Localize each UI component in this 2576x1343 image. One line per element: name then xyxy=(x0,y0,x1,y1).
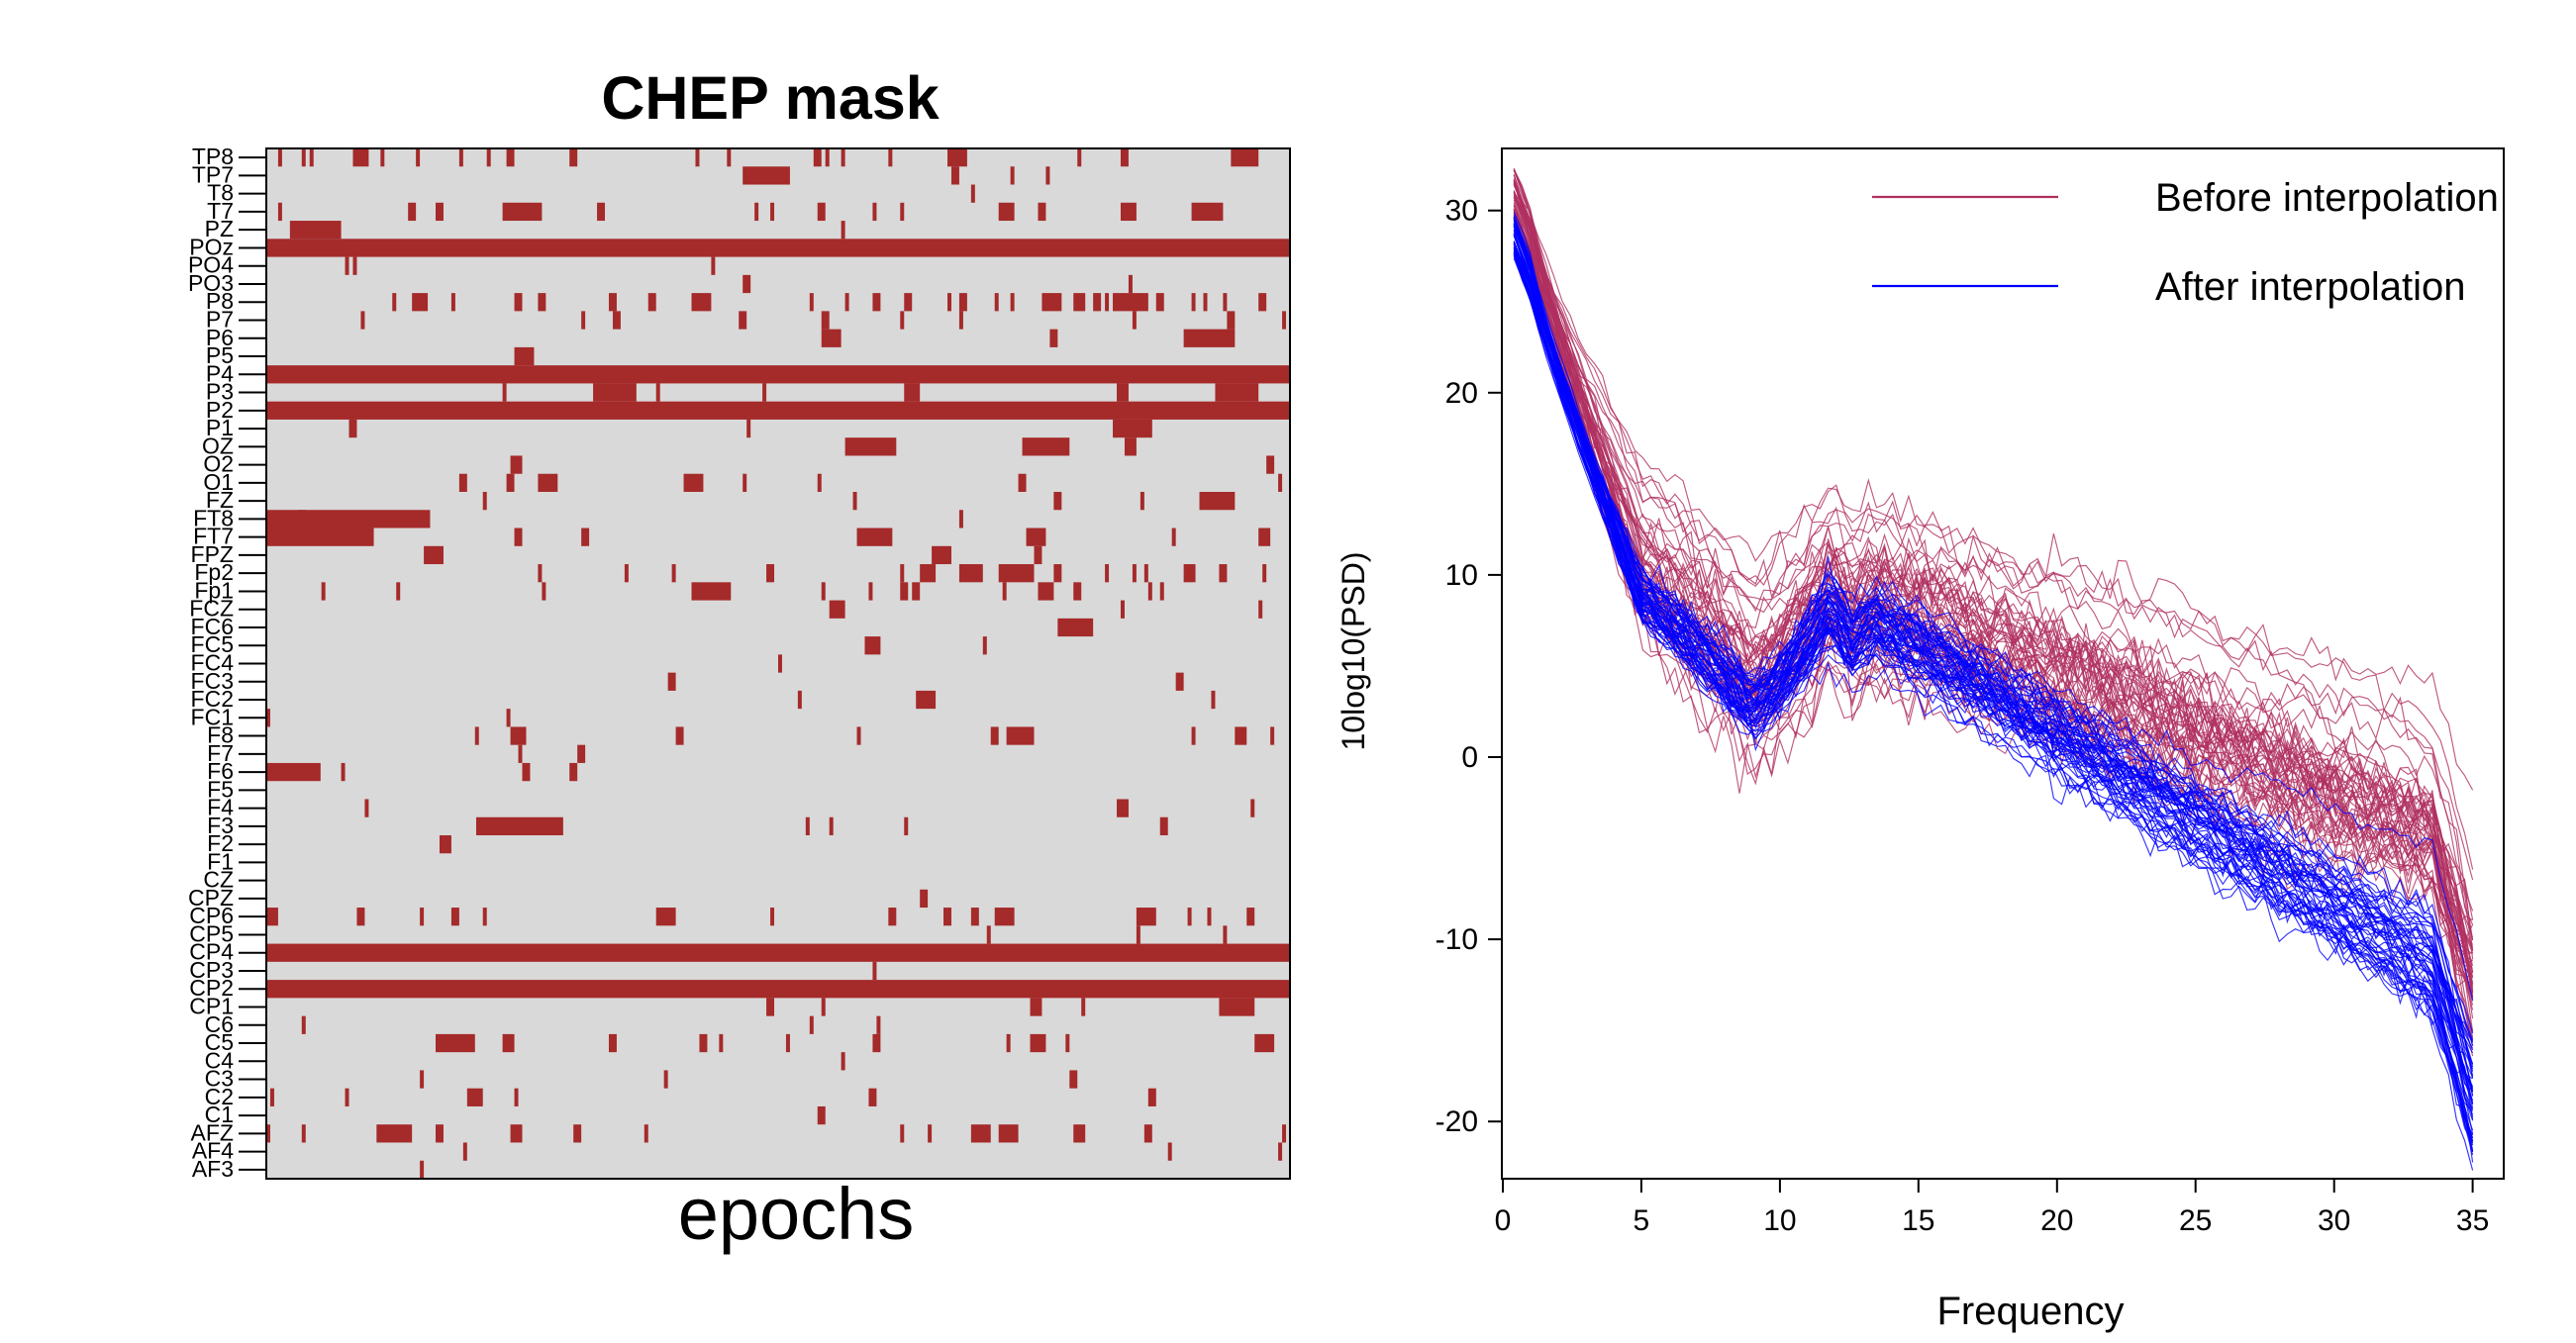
svg-text:10: 10 xyxy=(1445,559,1478,592)
svg-text:-20: -20 xyxy=(1436,1105,1478,1138)
svg-text:20: 20 xyxy=(1445,377,1478,410)
svg-text:15: 15 xyxy=(1902,1204,1934,1237)
svg-text:CHEP mask: CHEP mask xyxy=(601,64,939,132)
svg-text:20: 20 xyxy=(2040,1204,2073,1237)
svg-text:0: 0 xyxy=(1461,741,1478,774)
svg-text:Before interpolation: Before interpolation xyxy=(2155,176,2499,220)
svg-text:0: 0 xyxy=(1495,1204,1512,1237)
svg-text:30: 30 xyxy=(2318,1204,2350,1237)
svg-text:30: 30 xyxy=(1445,195,1478,228)
svg-text:After interpolation: After interpolation xyxy=(2155,265,2466,309)
svg-text:epochs: epochs xyxy=(678,1173,915,1255)
svg-text:10log10(PSD): 10log10(PSD) xyxy=(1336,552,1371,751)
svg-text:35: 35 xyxy=(2456,1204,2489,1237)
svg-text:-10: -10 xyxy=(1436,923,1478,956)
svg-text:AF3: AF3 xyxy=(192,1156,234,1182)
svg-text:10: 10 xyxy=(1763,1204,1796,1237)
svg-text:5: 5 xyxy=(1634,1204,1650,1237)
svg-text:25: 25 xyxy=(2179,1204,2212,1237)
svg-text:Frequency: Frequency xyxy=(1937,1290,2125,1333)
